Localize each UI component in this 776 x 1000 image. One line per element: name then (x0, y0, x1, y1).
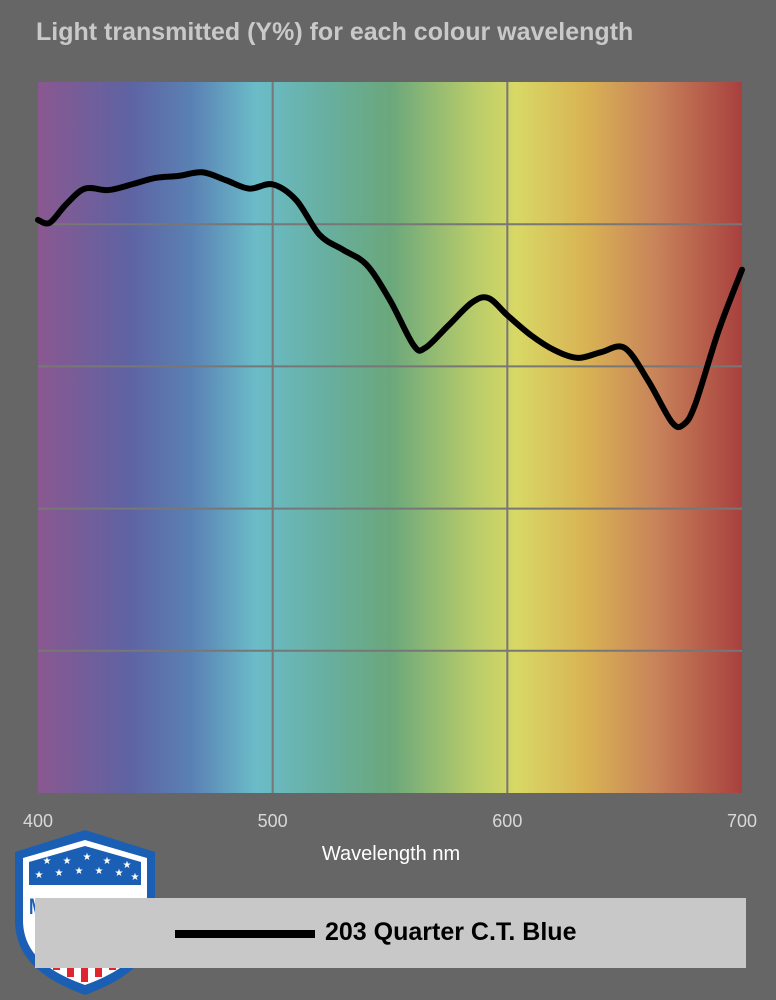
svg-text:★: ★ (55, 868, 64, 879)
legend-label: 203 Quarter C.T. Blue (325, 918, 577, 946)
series-line (35, 169, 745, 431)
x-axis-label: Wavelength nm (321, 843, 461, 865)
svg-text:★: ★ (103, 856, 112, 867)
x-tick-label: 500 (258, 811, 288, 831)
svg-text:★: ★ (43, 856, 52, 867)
svg-text:★: ★ (131, 872, 140, 883)
plot-area (38, 82, 742, 793)
chart-title: Light transmitted (Y%) for each colour w… (36, 18, 634, 46)
x-tick-label: 600 (492, 811, 522, 831)
x-tick-label: 400 (23, 811, 53, 831)
legend-swatch (175, 930, 315, 938)
legend: 203 Quarter C.T. Blue (35, 898, 746, 968)
svg-text:★: ★ (83, 852, 92, 863)
svg-text:★: ★ (75, 866, 84, 877)
x-tick-label: 700 (727, 811, 757, 831)
svg-text:★: ★ (123, 860, 132, 871)
svg-text:★: ★ (115, 868, 124, 879)
svg-text:★: ★ (63, 856, 72, 867)
svg-text:★: ★ (95, 866, 104, 877)
svg-text:★: ★ (35, 870, 44, 881)
